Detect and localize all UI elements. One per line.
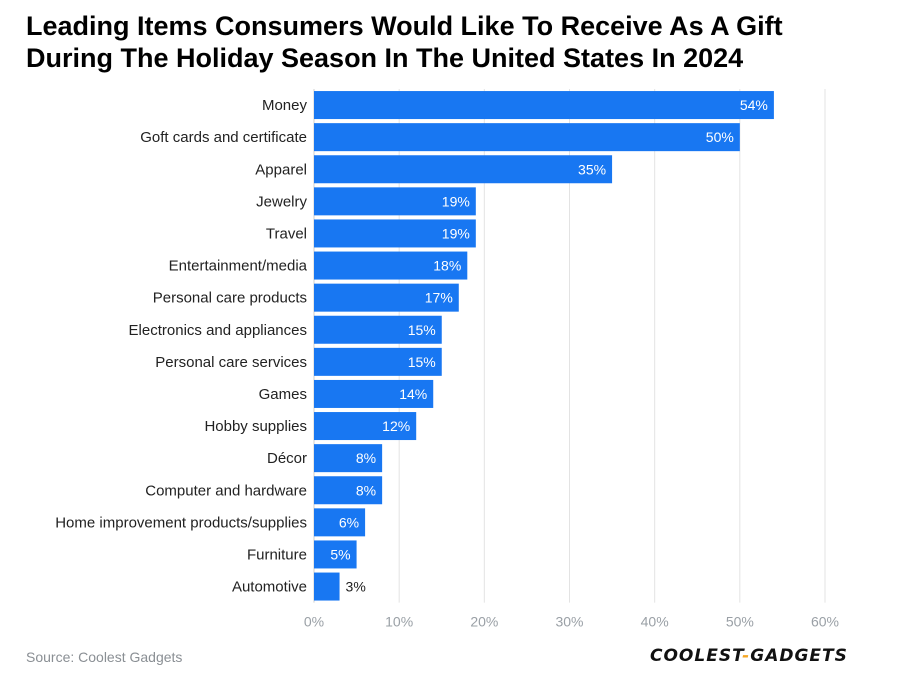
category-label: Automotive	[232, 579, 307, 596]
value-label: 19%	[442, 225, 470, 241]
value-label: 3%	[346, 579, 366, 595]
value-label: 14%	[399, 386, 427, 402]
category-label: Décor	[267, 450, 307, 467]
brand-separator: -	[742, 646, 751, 666]
category-label: Jewelry	[256, 193, 307, 210]
chart-title-line-1: Leading Items Consumers Would Like To Re…	[26, 11, 783, 41]
bar	[314, 283, 459, 312]
x-axis-tick-labels: 0% 10% 20% 30% 40% 50% 60%	[304, 614, 839, 630]
bar	[314, 347, 442, 376]
value-labels: 54% 50% 35% 19% 19% 18% 17% 15% 15% 14% 12% 8% 8% 6% 5…	[330, 97, 768, 595]
value-label: 8%	[356, 450, 376, 466]
bar	[314, 123, 740, 152]
category-label: Apparel	[255, 161, 307, 178]
value-label: 50%	[706, 129, 734, 145]
value-label: 19%	[442, 193, 470, 209]
bar	[314, 476, 383, 505]
value-label: 15%	[408, 354, 436, 370]
x-tick-label: 60%	[811, 614, 839, 630]
source-note: Source: Coolest Gadgets	[26, 649, 183, 665]
bar	[314, 540, 357, 569]
brand-left: COOLEST	[650, 646, 743, 666]
x-tick-label: 20%	[470, 614, 498, 630]
bar	[314, 187, 476, 216]
chart-title: Leading Items Consumers Would Like To Re…	[26, 10, 886, 74]
bars	[314, 91, 774, 601]
category-label: Hobby supplies	[204, 418, 307, 435]
value-label: 18%	[433, 258, 461, 274]
x-tick-label: 10%	[385, 614, 413, 630]
category-label: Entertainment/media	[169, 258, 308, 275]
bar	[314, 444, 383, 473]
bar	[314, 219, 476, 248]
category-label: Money	[262, 97, 308, 114]
brand-logo: COOLEST-GADGETS	[650, 646, 848, 666]
value-label: 8%	[356, 482, 376, 498]
value-label: 54%	[740, 97, 768, 113]
value-label: 15%	[408, 322, 436, 338]
category-label: Goft cards and certificate	[140, 129, 307, 146]
category-label: Computer and hardware	[145, 482, 307, 499]
category-label: Home improvement products/supplies	[55, 514, 307, 531]
value-label: 17%	[425, 290, 453, 306]
value-label: 12%	[382, 418, 410, 434]
bar	[314, 508, 366, 537]
bar	[314, 379, 434, 408]
bar	[314, 412, 417, 441]
bar	[314, 315, 442, 344]
x-tick-label: 0%	[304, 614, 324, 630]
category-label: Furniture	[247, 546, 307, 563]
bar	[314, 251, 468, 280]
x-tick-label: 50%	[726, 614, 754, 630]
category-label: Personal care products	[153, 290, 307, 307]
x-tick-label: 40%	[641, 614, 669, 630]
category-label: Electronics and appliances	[129, 322, 307, 339]
category-label: Travel	[266, 225, 307, 242]
value-label: 5%	[330, 546, 350, 562]
category-label: Games	[259, 386, 307, 403]
brand-right: GADGETS	[750, 646, 848, 666]
value-label: 6%	[339, 514, 359, 530]
category-label: Personal care services	[155, 354, 307, 371]
bar	[314, 155, 613, 184]
chart-title-line-2: During The Holiday Season In The United …	[26, 43, 744, 73]
bar	[314, 91, 774, 120]
x-tick-label: 30%	[555, 614, 583, 630]
bar	[314, 572, 340, 601]
category-labels: Money Goft cards and certificate Apparel Je…	[55, 97, 308, 596]
value-label: 35%	[578, 161, 606, 177]
